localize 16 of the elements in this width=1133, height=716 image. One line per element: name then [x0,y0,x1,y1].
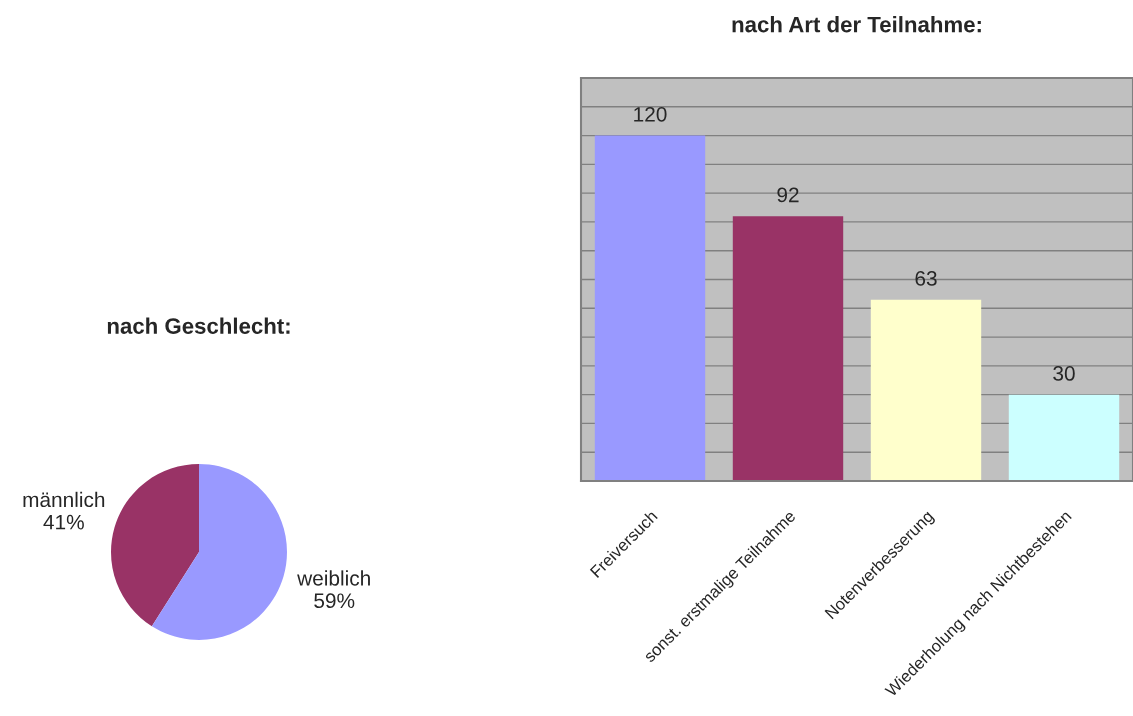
bar [1008,394,1120,481]
data-label: 30 [1053,366,1075,381]
data-label: 92 [777,187,799,203]
chart-title: nach Geschlecht: [107,317,290,334]
data-label: 63 [915,271,937,286]
pie-slice [151,464,287,640]
data-label: 41% [43,514,84,530]
bar [732,216,844,481]
bar [594,135,706,481]
data-label: 59% [314,593,355,609]
chart-title: nach Art der Teilnahme: [732,16,981,33]
pie-slice [111,464,199,627]
data-label: 120 [634,106,667,122]
bar [870,299,982,481]
slice-label: weiblich [297,570,370,586]
slice-label: männlich [23,491,105,508]
